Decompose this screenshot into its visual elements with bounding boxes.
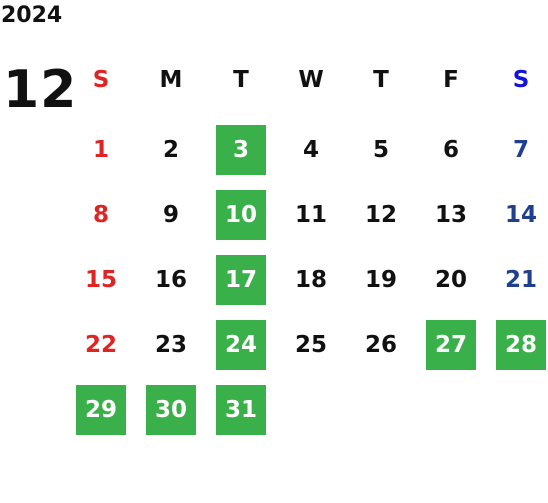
day-cell: 1 [92,137,109,163]
day-cell: 2 [162,137,179,163]
day-cell: 18 [294,267,327,293]
day-cell: 9 [162,202,179,228]
day-cell: 15 [84,267,117,293]
day-cell: 19 [364,267,397,293]
day-cell: 21 [504,267,537,293]
month: 12 [3,60,78,120]
weekday-header: W [298,67,324,93]
year: 2024 [1,3,63,28]
day-cell: 5 [372,137,389,163]
day-cell: 8 [92,202,109,228]
day-cell: 26 [364,332,397,358]
day-cell: 17 [216,255,266,305]
weekday-header: M [159,67,183,93]
day-cell: 10 [216,190,266,240]
day-cell: 23 [154,332,187,358]
day-cell: 12 [364,202,397,228]
day-cell: 22 [84,332,117,358]
day-cell: 14 [504,202,537,228]
day-cell: 3 [216,125,266,175]
day-cell: 25 [294,332,327,358]
weekday-header: T [233,67,249,93]
day-cell: 24 [216,320,266,370]
day-cell: 13 [434,202,467,228]
weekday-header: T [373,67,389,93]
day-cell: 28 [496,320,546,370]
day-cell: 16 [154,267,187,293]
day-cell: 4 [302,137,319,163]
day-cell: 6 [442,137,459,163]
day-cell: 20 [434,267,467,293]
day-cell: 11 [294,202,327,228]
weekday-header: S [92,67,110,93]
weekday-header: F [443,67,459,93]
weekday-header: S [512,67,530,93]
day-cell: 7 [512,137,529,163]
day-cell: 30 [146,385,196,435]
day-cell: 31 [216,385,266,435]
day-cell: 27 [426,320,476,370]
day-cell: 29 [76,385,126,435]
